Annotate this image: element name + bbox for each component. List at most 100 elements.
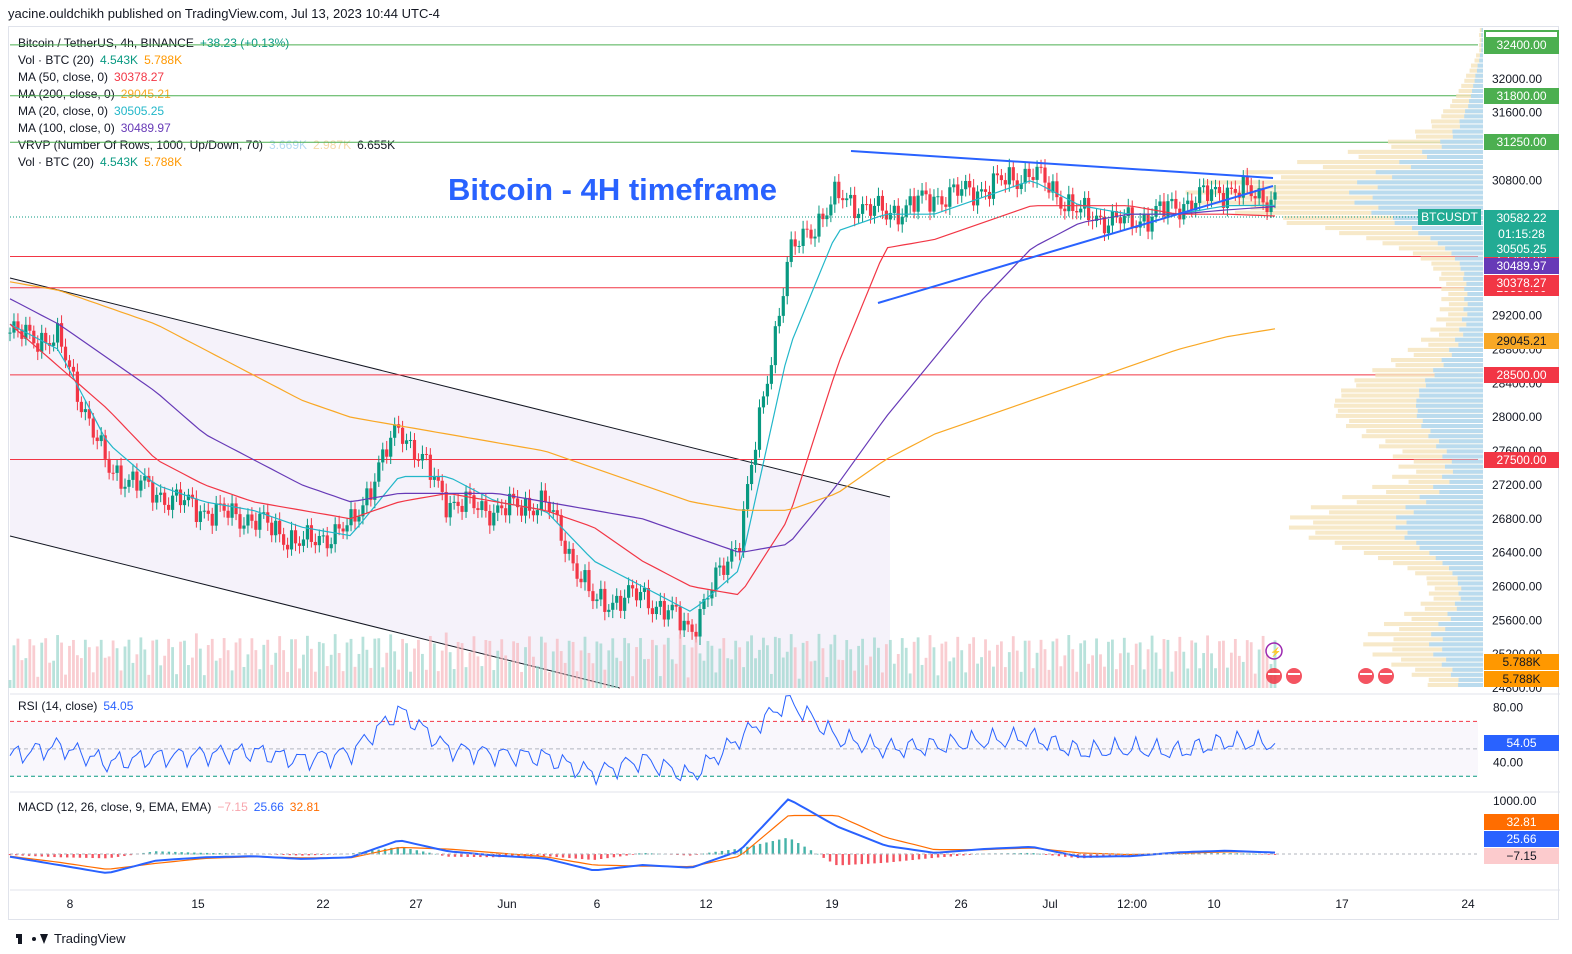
volume-bar xyxy=(1055,638,1059,688)
legend-ma20[interactable]: MA (20, close, 0) 30505.25 xyxy=(18,104,170,118)
macd-histogram-bar xyxy=(288,854,291,856)
tradingview-brand: TradingView xyxy=(54,931,126,946)
vrvp-up-bar xyxy=(1464,297,1483,302)
candle-body xyxy=(500,505,504,509)
legend-rsi[interactable]: RSI (14, close) 54.05 xyxy=(18,699,139,713)
volume-bar xyxy=(956,636,960,688)
level-price-tag[interactable]: 27500.00 xyxy=(1484,451,1559,468)
macd-histogram-bar xyxy=(1064,854,1067,857)
volume-avg-tag-2[interactable]: 5.788K xyxy=(1484,671,1559,687)
candle-body xyxy=(555,510,559,516)
candle-body xyxy=(424,453,428,455)
ma100-name: MA (100, close, 0) xyxy=(18,121,115,135)
legend-volume[interactable]: Vol · BTC (20) 4.543K 5.788K xyxy=(18,53,188,67)
ma50-price-tag[interactable]: 30378.27 xyxy=(1484,275,1559,291)
time-axis-label: 26 xyxy=(954,897,968,911)
level-price-tag[interactable]: 31250.00 xyxy=(1484,134,1559,151)
legend-ma200[interactable]: MA (200, close, 0) 29045.21 xyxy=(18,87,177,101)
candle-body xyxy=(91,418,95,438)
volume-bar xyxy=(198,648,202,688)
vrvp-down-bar xyxy=(1363,642,1483,647)
macd-signal-tag[interactable]: 32.81 xyxy=(1484,814,1559,830)
vrvp-up-bar xyxy=(1441,662,1483,667)
candle-body xyxy=(805,228,809,230)
volume-bar xyxy=(1047,669,1051,688)
candle-body xyxy=(674,604,678,607)
ma20-price-tag[interactable]: 30505.25 xyxy=(1484,241,1559,257)
volume-bar xyxy=(385,652,389,688)
candle-body xyxy=(519,507,524,516)
level-price-tag[interactable]: 32400.00 xyxy=(1484,36,1559,53)
vrvp-up-bar xyxy=(1354,200,1483,205)
volume-bar xyxy=(99,639,103,688)
vrvp-up-bar xyxy=(1405,505,1483,510)
vrvp-down-bar xyxy=(1402,449,1483,454)
level-price-tag[interactable]: 28500.00 xyxy=(1484,366,1559,383)
volume-bar xyxy=(881,672,884,688)
volume-bar xyxy=(218,658,222,688)
macd-histogram-bar xyxy=(371,850,374,855)
vrvp-down-bar xyxy=(1464,78,1483,83)
tradingview-footer[interactable]: TradingView xyxy=(16,931,126,946)
legend-ma50[interactable]: MA (50, close, 0) 30378.27 xyxy=(18,70,170,84)
volume-bar xyxy=(766,645,769,688)
legend-symbol[interactable]: Bitcoin / TetherUS, 4h, BINANCE +38.23 (+… xyxy=(18,36,295,50)
volume-bar xyxy=(214,660,218,688)
macd-value-tag[interactable]: 25.66 xyxy=(1484,831,1559,847)
macd-histogram-bar xyxy=(326,854,330,855)
volume-bar xyxy=(8,680,12,688)
candle-body xyxy=(1225,187,1230,208)
tradingview-logo-v-icon xyxy=(40,933,48,944)
legend-macd[interactable]: MACD (12, 26, close, 9, EMA, EMA) −7.15 25… xyxy=(18,800,326,814)
macd-histogram-bar xyxy=(66,854,69,858)
candle-body xyxy=(944,204,948,207)
candle-body xyxy=(400,427,405,444)
level-price-tag[interactable]: 31800.00 xyxy=(1484,87,1559,104)
macd-histogram-bar xyxy=(301,854,304,856)
candle-body xyxy=(579,578,583,583)
vrvp-up-bar xyxy=(1433,368,1483,373)
vrvp-down-bar xyxy=(1411,616,1483,621)
legend-ma100[interactable]: MA (100, close, 0) 30489.97 xyxy=(18,121,177,135)
legend-vrvp[interactable]: VRVP (Number Of Rows, 1000, Up/Down, 70)… xyxy=(18,138,401,152)
candle-body xyxy=(801,228,805,246)
candle-body xyxy=(135,471,139,491)
macd-hist-tag[interactable]: −7.15 xyxy=(1484,848,1559,864)
volume-bar xyxy=(865,665,868,688)
volume-bar xyxy=(1214,668,1217,688)
volume-bar xyxy=(151,640,155,688)
ma200-price-tag[interactable]: 29045.21 xyxy=(1484,333,1559,349)
volume-bar xyxy=(143,649,147,688)
vrvp-up-bar xyxy=(1464,286,1483,291)
volume-bar xyxy=(849,649,853,688)
candle-body xyxy=(1154,205,1158,217)
ma100-price-tag[interactable]: 30489.97 xyxy=(1484,258,1559,274)
vrvp-up-bar xyxy=(1416,540,1483,545)
volume-bar xyxy=(619,661,623,688)
candle-body xyxy=(222,503,226,511)
volume-bar xyxy=(674,663,678,688)
volume-bar xyxy=(777,638,781,688)
volume-bar xyxy=(325,666,329,688)
macd-histogram-bar xyxy=(917,854,921,860)
vrvp-up-bar xyxy=(1412,226,1483,231)
candle-body xyxy=(67,360,72,367)
volume-bar xyxy=(401,638,404,688)
vrvp-up-bar xyxy=(1433,652,1483,657)
volume-bar xyxy=(313,671,317,688)
candle-body xyxy=(757,407,762,450)
candle-body xyxy=(452,501,456,504)
last-price-tag[interactable]: 30582.22 01:15:28 xyxy=(1484,210,1559,242)
macd-histogram-bar xyxy=(962,854,965,856)
candle-body xyxy=(726,561,730,575)
vrvp-down-bar xyxy=(1439,307,1483,312)
volume-bar xyxy=(1146,649,1150,688)
legend-volume-2[interactable]: Vol · BTC (20) 4.543K 5.788K xyxy=(18,155,188,169)
vrvp-up-bar xyxy=(1399,160,1483,165)
volume-avg-tag[interactable]: 5.788K xyxy=(1484,654,1559,670)
rsi-value-tag[interactable]: 54.05 xyxy=(1484,735,1559,752)
volume-bar xyxy=(460,643,464,688)
candle-body xyxy=(28,324,32,331)
vrvp-down-bar xyxy=(1329,510,1483,515)
